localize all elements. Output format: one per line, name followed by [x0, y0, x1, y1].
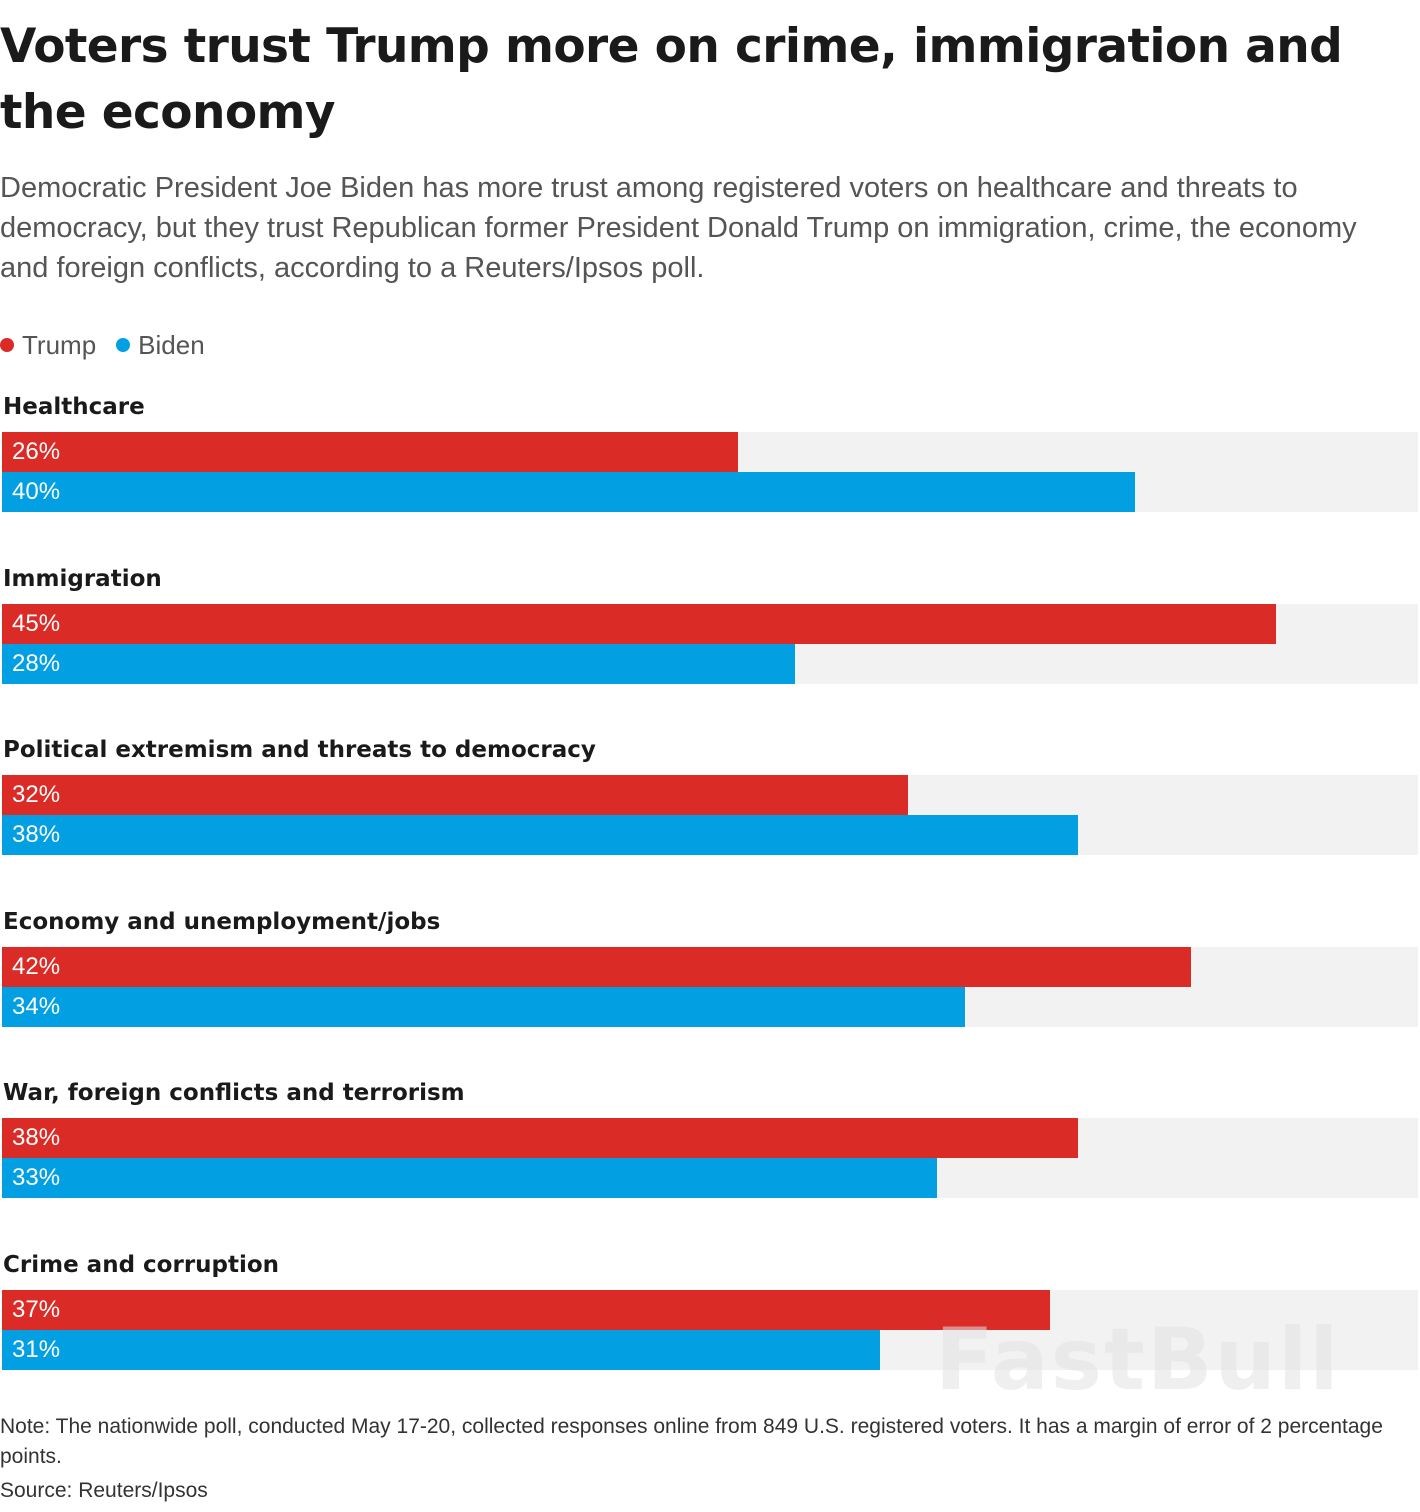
bar-track: 32%	[2, 775, 1418, 815]
watermark: FastBull	[935, 1310, 1341, 1410]
bar-trump	[2, 1118, 1078, 1158]
bar-trump	[2, 604, 1276, 644]
bar-value-label: 32%	[12, 781, 61, 808]
category-label: Economy and unemployment/jobs	[3, 909, 441, 935]
bar-value-label: 42%	[12, 953, 61, 980]
bar-track: 33%	[2, 1158, 1418, 1198]
bar-value-label: 31%	[12, 1336, 61, 1363]
bar-trump	[2, 947, 1191, 987]
bar-value-label: 34%	[12, 993, 61, 1020]
category-label: Healthcare	[3, 394, 145, 420]
category-label: Crime and corruption	[3, 1252, 280, 1278]
bar-trump	[2, 1290, 1050, 1330]
bar-biden	[2, 1330, 880, 1370]
chart-title: Voters trust Trump more on crime, immigr…	[0, 19, 1343, 140]
chart-source: Source: Reuters/Ipsos	[0, 1479, 208, 1502]
bar-track: 38%	[2, 1118, 1418, 1158]
chart-subtitle: Democratic President Joe Biden has more …	[0, 172, 1357, 284]
bar-value-label: 38%	[12, 1124, 61, 1151]
bar-track: 28%	[2, 644, 1418, 684]
bar-track: 45%	[2, 604, 1418, 644]
bar-trump	[2, 775, 908, 815]
bar-biden	[2, 815, 1078, 855]
legend-dot-biden	[116, 338, 131, 352]
bar-track: 40%	[2, 472, 1418, 512]
category-label: War, foreign conflicts and terrorism	[3, 1080, 465, 1106]
chart-note: Note: The nationwide poll, conducted May…	[0, 1415, 1383, 1468]
bar-value-label: 26%	[12, 438, 61, 465]
bar-biden	[2, 987, 965, 1027]
bar-value-label: 37%	[12, 1296, 61, 1323]
bar-track: 34%	[2, 987, 1418, 1027]
bar-biden	[2, 472, 1135, 512]
bar-track: 31%	[2, 1330, 1418, 1370]
legend-item-biden: Biden	[116, 330, 205, 361]
legend-dot-trump	[0, 338, 14, 352]
bar-biden	[2, 644, 795, 684]
bar-value-label: 33%	[12, 1164, 61, 1191]
bar-track: 26%	[2, 432, 1418, 472]
bar-biden	[2, 1158, 937, 1198]
category-label: Immigration	[3, 566, 162, 592]
bar-value-label: 40%	[12, 478, 61, 505]
bar-value-label: 45%	[12, 610, 61, 637]
bar-value-label: 38%	[12, 821, 61, 848]
bar-value-label: 28%	[12, 650, 61, 677]
legend-label-biden: Biden	[138, 329, 205, 360]
legend-label-trump: Trump	[22, 329, 97, 360]
category-label: Political extremism and threats to democ…	[3, 737, 596, 763]
legend-item-trump: Trump	[0, 330, 96, 361]
bar-track: 42%	[2, 947, 1418, 987]
bar-track: 38%	[2, 815, 1418, 855]
bar-trump	[2, 432, 738, 472]
bar-track: 37%	[2, 1290, 1418, 1330]
legend: Trump Biden	[0, 328, 225, 362]
